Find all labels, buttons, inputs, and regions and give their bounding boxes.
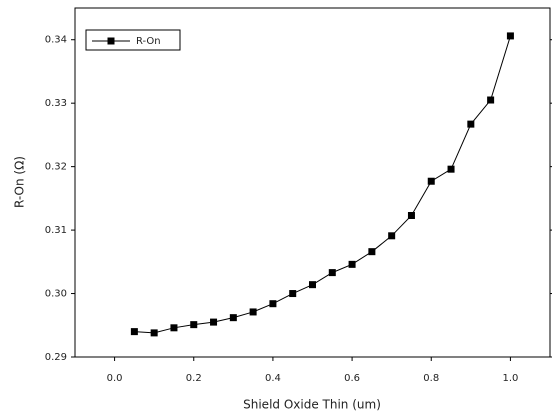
data-point xyxy=(150,329,158,337)
data-point xyxy=(170,324,178,332)
x-tick-label: 1.0 xyxy=(502,373,518,384)
legend-label: R-On xyxy=(136,36,161,47)
x-axis-label: Shield Oxide Thin (um) xyxy=(243,398,381,412)
data-point xyxy=(368,248,376,256)
data-point xyxy=(269,300,277,308)
y-tick-label: 0.34 xyxy=(45,35,67,46)
data-point xyxy=(388,232,396,240)
data-point xyxy=(190,321,198,329)
plot-frame xyxy=(74,7,551,358)
data-point xyxy=(487,96,495,104)
data-point xyxy=(289,290,297,298)
x-tick-label: 0.2 xyxy=(186,373,202,384)
series-line xyxy=(134,35,511,334)
data-point xyxy=(447,165,455,173)
y-tick-label: 0.30 xyxy=(45,289,67,300)
data-point xyxy=(130,328,138,336)
data-point xyxy=(348,260,356,268)
y-tick-label: 0.31 xyxy=(45,225,67,236)
legend-box xyxy=(85,29,181,51)
x-tick-label: 0.6 xyxy=(344,373,360,384)
data-point xyxy=(249,308,257,316)
y-tick-label: 0.33 xyxy=(45,98,67,109)
data-point xyxy=(427,177,435,185)
data-point xyxy=(506,32,514,40)
y-tick-label: 0.29 xyxy=(45,352,67,363)
y-tick-label: 0.32 xyxy=(45,162,67,173)
data-point xyxy=(328,269,336,277)
data-point xyxy=(407,211,415,219)
data-point xyxy=(309,281,316,289)
data-point xyxy=(210,318,218,326)
data-point xyxy=(229,314,237,322)
y-axis-label: R-On (Ω) xyxy=(13,156,27,208)
x-tick-label: 0.0 xyxy=(107,373,123,384)
legend-marker xyxy=(107,37,115,45)
data-point xyxy=(467,120,475,128)
x-tick-label: 0.4 xyxy=(265,373,281,384)
x-tick-label: 0.8 xyxy=(423,373,439,384)
